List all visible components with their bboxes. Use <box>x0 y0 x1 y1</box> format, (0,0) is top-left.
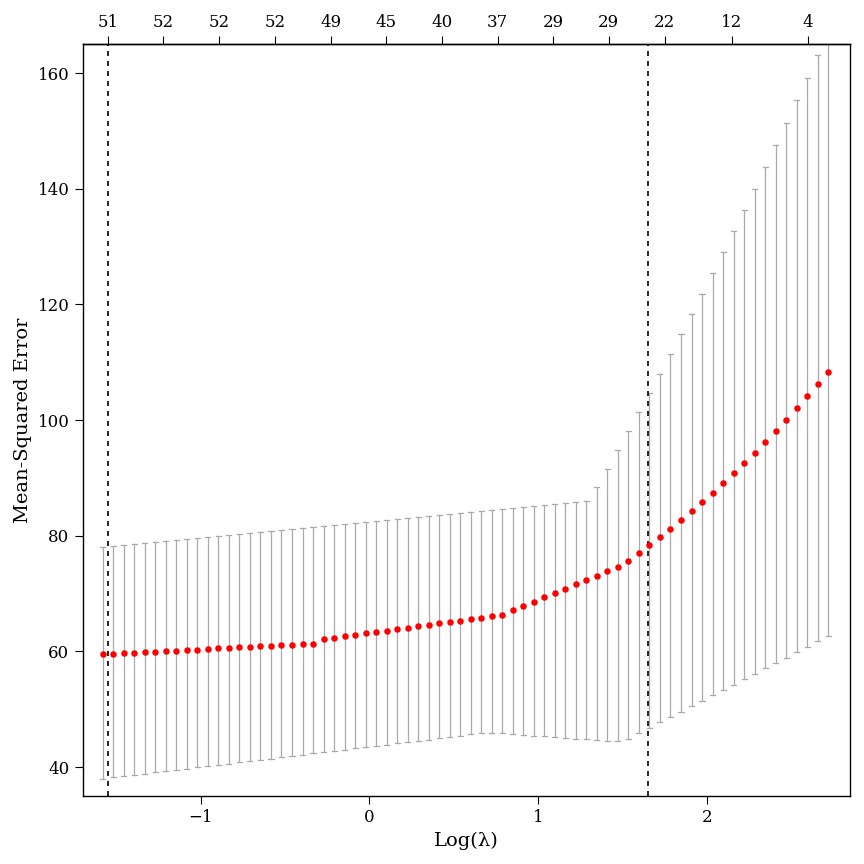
Point <box>138 645 152 659</box>
Point <box>232 640 246 654</box>
Point <box>253 639 267 653</box>
Point <box>537 590 551 604</box>
Point <box>464 613 478 626</box>
Point <box>822 365 835 378</box>
Point <box>737 456 751 470</box>
Point <box>369 626 383 639</box>
Point <box>485 609 499 623</box>
Point <box>664 522 677 536</box>
Point <box>442 615 456 629</box>
Point <box>810 378 824 391</box>
Point <box>348 628 362 642</box>
Point <box>643 538 657 552</box>
Point <box>696 495 709 509</box>
Point <box>653 530 667 544</box>
Point <box>474 611 488 625</box>
Point <box>621 554 635 568</box>
Point <box>127 646 141 660</box>
Point <box>527 594 541 608</box>
Point <box>295 637 309 651</box>
Point <box>716 476 730 490</box>
Point <box>548 586 562 600</box>
Point <box>285 638 299 651</box>
Point <box>779 413 793 427</box>
Point <box>790 401 804 415</box>
Point <box>96 647 110 661</box>
Point <box>169 644 183 658</box>
Point <box>611 560 625 574</box>
Point <box>727 467 740 480</box>
Point <box>505 603 519 617</box>
Point <box>580 573 594 587</box>
Point <box>759 435 772 449</box>
Point <box>243 640 257 654</box>
Point <box>495 608 509 622</box>
Point <box>684 505 698 518</box>
Point <box>432 617 446 631</box>
Point <box>632 546 646 560</box>
Point <box>569 577 583 591</box>
Point <box>454 613 467 627</box>
Point <box>338 630 352 644</box>
Point <box>411 619 425 633</box>
Point <box>706 486 720 500</box>
Point <box>222 641 236 655</box>
Point <box>190 643 204 657</box>
Point <box>800 390 814 403</box>
Point <box>316 632 330 646</box>
Point <box>674 513 688 527</box>
Y-axis label: Mean-Squared Error: Mean-Squared Error <box>14 317 32 523</box>
Point <box>327 631 341 645</box>
Point <box>117 646 130 660</box>
Point <box>306 637 320 651</box>
Point <box>212 642 226 656</box>
Point <box>769 424 783 438</box>
Point <box>359 626 372 640</box>
Point <box>590 569 604 582</box>
Point <box>558 581 572 595</box>
Point <box>379 624 393 638</box>
Point <box>422 618 435 632</box>
Point <box>201 642 215 656</box>
Point <box>106 647 120 661</box>
Point <box>180 643 194 657</box>
Point <box>747 446 761 460</box>
Point <box>401 621 415 635</box>
Point <box>391 622 404 636</box>
X-axis label: Log(λ): Log(λ) <box>434 832 499 850</box>
Point <box>275 638 289 652</box>
Point <box>149 645 162 658</box>
Point <box>264 638 278 652</box>
Point <box>159 645 173 658</box>
Point <box>600 564 614 578</box>
Point <box>517 599 530 613</box>
